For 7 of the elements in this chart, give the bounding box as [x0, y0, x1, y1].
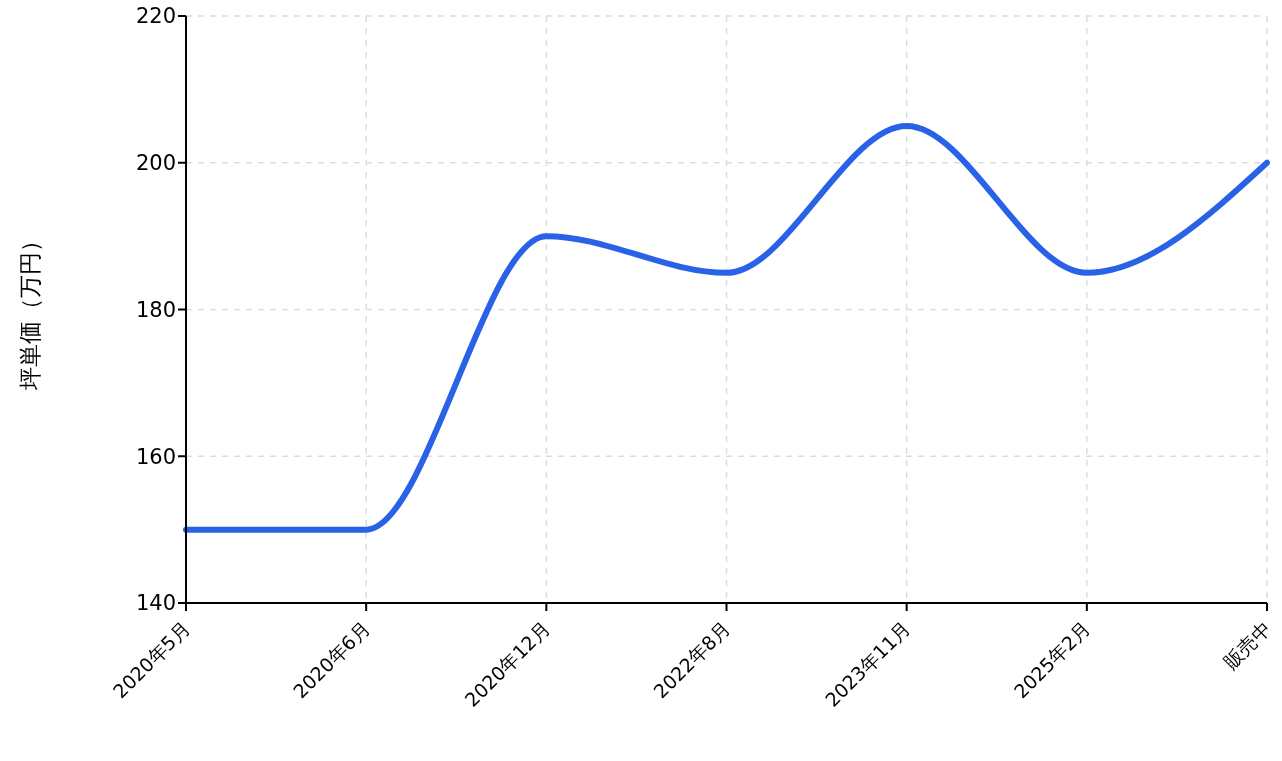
y-axis-title: 坪単価（万円）: [17, 229, 44, 391]
y-tick-label: 180: [135, 297, 176, 322]
y-tick-label: 160: [135, 444, 176, 469]
x-tick-label: 販売中: [1218, 617, 1275, 674]
y-tick-label: 220: [135, 4, 176, 29]
y-tick-label: 200: [135, 151, 176, 176]
y-tick-label: 140: [135, 591, 176, 616]
